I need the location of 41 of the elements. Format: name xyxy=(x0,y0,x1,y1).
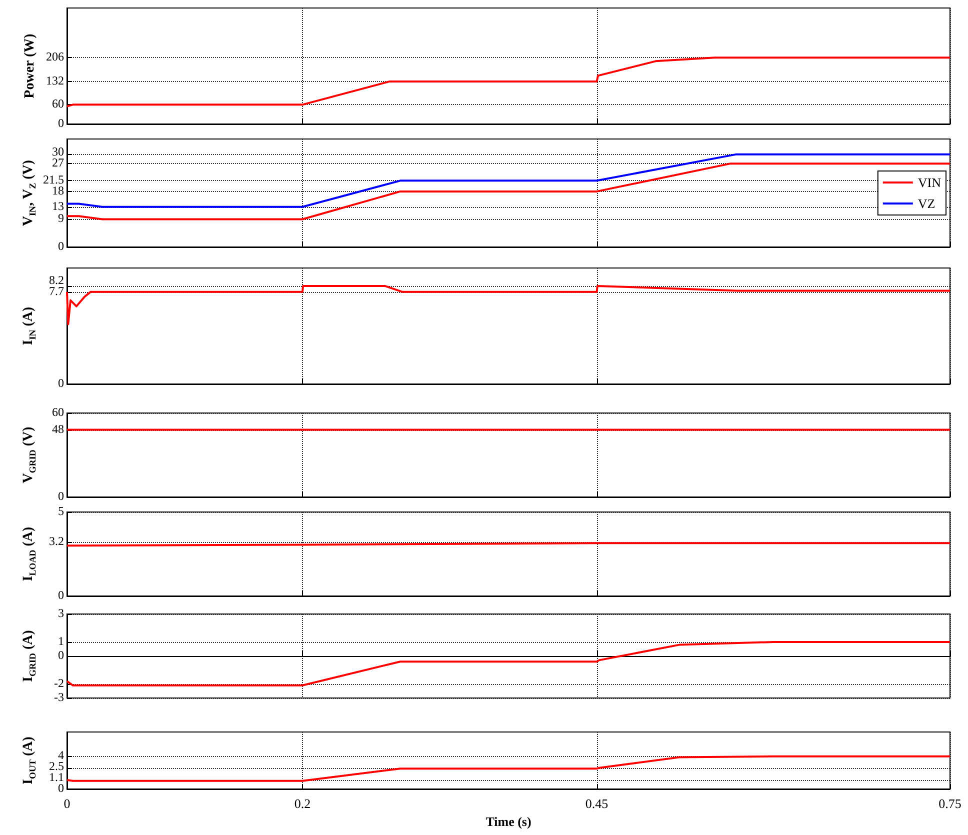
x-tick-label: 0.45 xyxy=(585,796,608,811)
y-tick-label: 0 xyxy=(58,648,64,662)
y-tick-label: 60 xyxy=(52,96,64,111)
y-tick-label: 1 xyxy=(58,634,64,648)
y-axis-title: VGRID (V) xyxy=(21,426,38,484)
line-series xyxy=(66,56,951,108)
y-axis-title: ILOAD (A) xyxy=(21,526,38,582)
line-series xyxy=(66,153,951,208)
y-tick-label: 60 xyxy=(52,405,64,419)
line-series xyxy=(66,162,951,220)
x-axis-title: Time (s) xyxy=(486,814,532,829)
y-tick-label: 0 xyxy=(58,588,64,602)
y-tick-label: 132 xyxy=(46,73,64,88)
y-tick-label: 4 xyxy=(58,748,64,762)
y-tick-label: 0 xyxy=(58,376,64,390)
y-tick-label: 2.5 xyxy=(49,759,64,773)
y-tick-label: 48 xyxy=(52,422,64,436)
line-series xyxy=(66,755,951,782)
y-tick-label: 206 xyxy=(46,50,64,64)
y-axis-title: IGRID (A) xyxy=(21,630,38,682)
y-tick-label: 0 xyxy=(58,781,64,795)
y-tick-label: -3 xyxy=(54,690,64,704)
line-series xyxy=(66,641,951,686)
legend-label: VIN xyxy=(918,175,942,190)
y-tick-label: 0 xyxy=(58,116,64,130)
y-tick-label: 3.2 xyxy=(49,534,64,548)
y-tick-label: 1.1 xyxy=(49,770,64,784)
x-tick-label: 0.75 xyxy=(938,796,962,811)
y-tick-label: 13 xyxy=(52,198,64,213)
y-axis-title: IOUT (A) xyxy=(21,736,38,784)
y-tick-label: 5 xyxy=(58,504,64,518)
y-axis-title: IIN (A) xyxy=(21,306,38,346)
y-tick-label: 0 xyxy=(58,239,64,253)
y-tick-label: 3 xyxy=(58,606,64,620)
y-axis-title: VIN, VZ (V) xyxy=(21,160,38,226)
legend-label: VZ xyxy=(918,196,936,211)
y-axis-title: Power (W) xyxy=(22,33,38,98)
x-tick-label: 0.2 xyxy=(294,796,311,811)
y-tick-label: 0 xyxy=(58,489,64,503)
y-tick-label: -2 xyxy=(54,676,64,690)
y-tick-label: 9 xyxy=(58,211,64,226)
